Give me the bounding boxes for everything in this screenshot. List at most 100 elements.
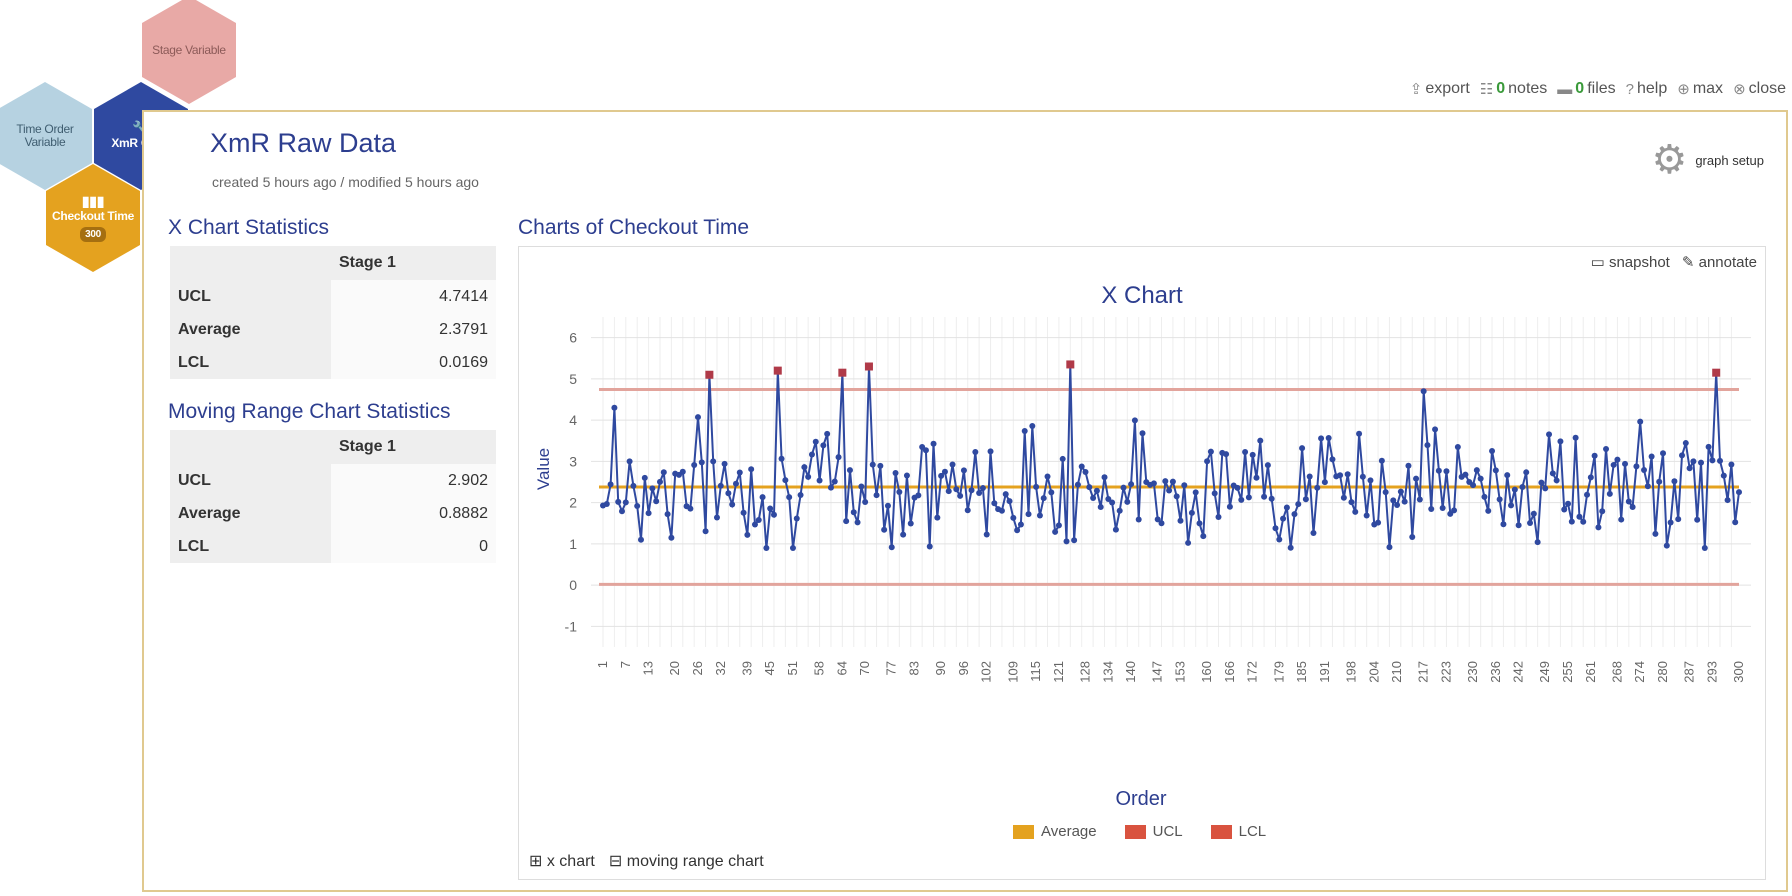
main-panel: XmR Raw Data created 5 hours ago / modif…	[142, 110, 1788, 892]
tab-x-chart[interactable]: ⊞ x chart	[529, 853, 595, 870]
x-tick-label: 210	[1389, 661, 1404, 683]
data-point	[854, 519, 861, 526]
data-point	[789, 545, 796, 551]
data-point	[1451, 507, 1458, 514]
table-row: LCL 0	[170, 530, 496, 563]
data-point	[732, 480, 739, 487]
data-point	[1660, 450, 1667, 457]
data-point	[1158, 520, 1165, 527]
data-point	[698, 459, 705, 466]
data-point	[998, 507, 1005, 514]
legend-average[interactable]: Average	[1013, 823, 1097, 840]
data-point	[1234, 484, 1241, 491]
data-point	[1568, 518, 1575, 525]
data-point	[668, 534, 675, 541]
data-point	[1492, 467, 1499, 474]
data-point	[877, 462, 884, 469]
data-point	[1181, 482, 1188, 489]
x-tick-label: 121	[1051, 661, 1066, 683]
x-tick-label: 39	[739, 661, 754, 675]
chart-title: X Chart	[1101, 282, 1183, 309]
data-point	[1253, 474, 1260, 481]
tab-moving-range-chart[interactable]: ⊟ moving range chart	[608, 853, 764, 870]
out-of-control-point	[773, 366, 782, 375]
data-point	[1671, 478, 1678, 485]
x-tick-label: 1	[595, 661, 610, 668]
data-point	[1135, 516, 1142, 523]
data-point	[1101, 474, 1108, 481]
data-point	[1105, 495, 1112, 502]
data-point	[1211, 490, 1218, 497]
x-tick-label: 179	[1271, 661, 1286, 683]
data-point	[1698, 459, 1705, 466]
x-tick-label: 172	[1245, 661, 1260, 683]
data-point	[1675, 516, 1682, 523]
snapshot-button[interactable]: ▭ snapshot	[1590, 254, 1670, 271]
data-point	[820, 442, 827, 449]
help-button[interactable]: ? help	[1625, 80, 1668, 98]
y-tick-label: 1	[569, 536, 577, 552]
y-tick-label: -1	[565, 618, 578, 634]
x-tick-label: 45	[762, 661, 777, 675]
data-point	[1504, 472, 1511, 479]
data-point	[1530, 510, 1537, 517]
data-point	[1074, 481, 1081, 488]
x-tick-label: 128	[1078, 661, 1093, 683]
data-point	[634, 502, 641, 509]
max-button[interactable]: ⊕ max	[1677, 80, 1724, 98]
data-point	[949, 461, 956, 468]
data-point	[1310, 529, 1317, 536]
data-point	[1386, 544, 1393, 551]
data-point	[1036, 512, 1043, 519]
notes-button[interactable]: ☷ 0 notes	[1479, 80, 1548, 98]
data-point	[656, 478, 663, 485]
x-tick-label: 64	[834, 661, 849, 675]
files-button[interactable]: ▬ 0 files	[1557, 80, 1616, 98]
data-point	[1344, 471, 1351, 478]
series-line	[602, 364, 1740, 549]
camera-icon: ▭	[1590, 254, 1609, 271]
close-button[interactable]: ⊗ close	[1733, 80, 1786, 98]
legend-lcl[interactable]: LCL	[1210, 823, 1266, 840]
data-point	[827, 484, 834, 491]
data-point	[938, 472, 945, 479]
data-point	[884, 502, 891, 509]
data-point	[717, 482, 724, 489]
legend-ucl[interactable]: UCL	[1124, 823, 1183, 840]
data-point	[953, 486, 960, 493]
data-point	[1694, 516, 1701, 523]
data-point	[1048, 489, 1055, 496]
x-tick-label: 268	[1609, 661, 1624, 683]
data-point	[1641, 466, 1648, 473]
data-point	[1542, 485, 1549, 492]
data-point	[1656, 478, 1663, 485]
data-point	[1511, 486, 1518, 493]
data-point	[1416, 496, 1423, 503]
data-point	[1489, 447, 1496, 454]
data-point	[1599, 508, 1606, 515]
data-point	[1606, 490, 1613, 497]
chart-tools: ▭ snapshot ✎ annotate	[1591, 253, 1757, 271]
x-stats-title: X Chart Statistics	[168, 216, 330, 239]
data-point	[1409, 533, 1416, 540]
top-toolbar: ⇪ export ☷ 0 notes ▬ 0 files ? help ⊕ max ⊗ clos…	[1410, 80, 1786, 98]
x-tick-label: 77	[884, 661, 899, 675]
data-point	[1587, 474, 1594, 481]
data-point	[926, 543, 933, 550]
data-point	[1112, 526, 1119, 533]
annotate-button[interactable]: ✎ annotate	[1681, 254, 1757, 271]
data-point	[1473, 467, 1480, 474]
data-point	[1139, 430, 1146, 437]
stage-variable-hex[interactable]: Stage Variable	[142, 0, 236, 104]
data-point	[805, 473, 812, 480]
data-point	[1679, 452, 1686, 459]
y-tick-label: 2	[569, 495, 577, 511]
row-count-badge: 300	[80, 226, 106, 242]
y-axis-ticks: -1 0 1 2 3 4 5 6	[565, 330, 578, 635]
export-button[interactable]: ⇪ export	[1409, 80, 1470, 98]
data-point	[1014, 527, 1021, 534]
graph-setup-button[interactable]: ⚙ graph setup	[1651, 140, 1764, 180]
data-point	[1055, 522, 1062, 529]
data-point	[1314, 484, 1321, 491]
data-point	[862, 498, 869, 505]
